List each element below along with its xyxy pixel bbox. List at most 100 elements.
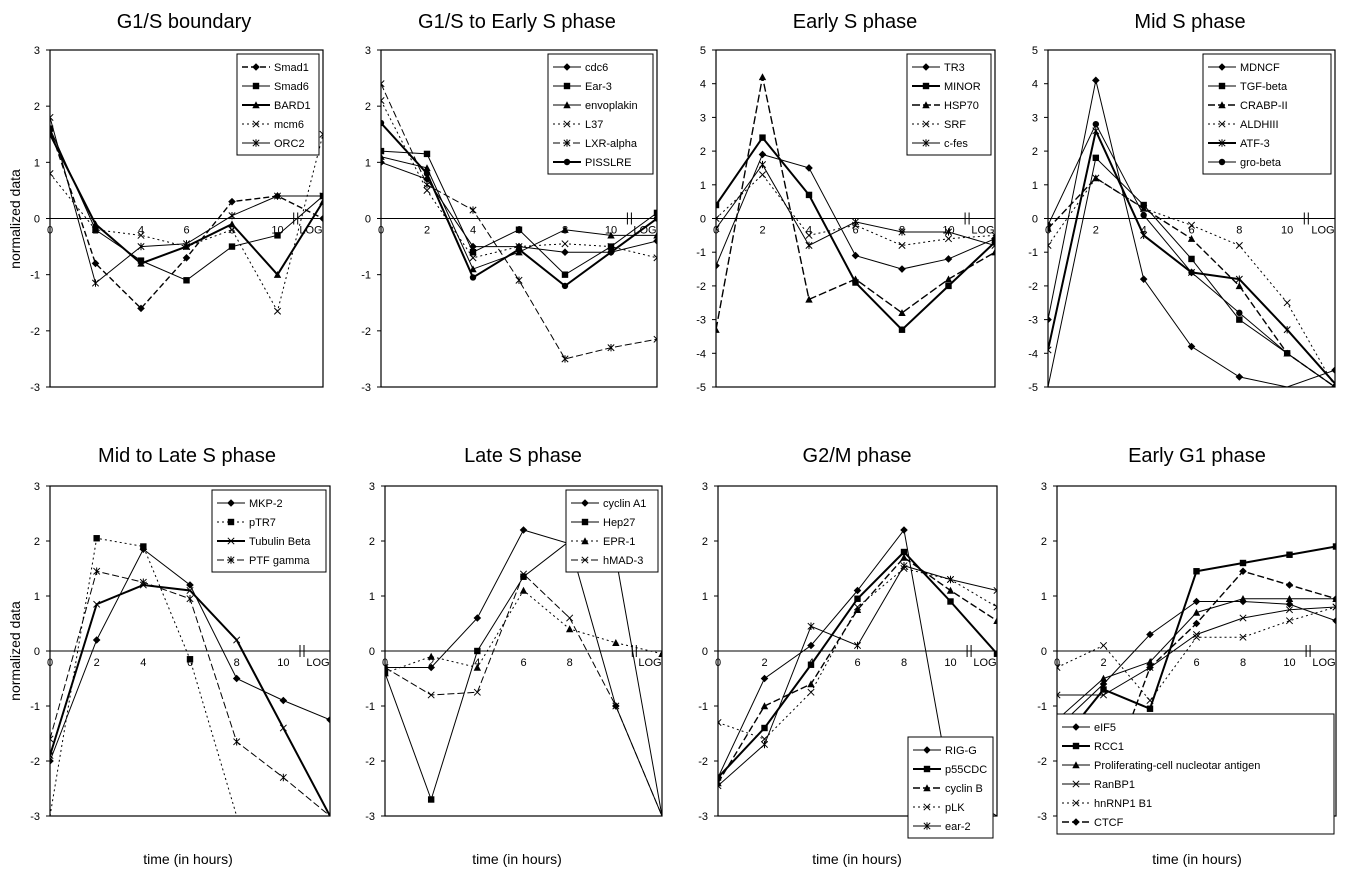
legend-marker	[252, 63, 260, 71]
y-tick-label: 2	[702, 536, 708, 548]
y-tick-label: -1	[698, 701, 708, 713]
data-point	[653, 209, 657, 217]
data-point	[93, 600, 101, 608]
data-point	[1285, 617, 1294, 625]
legend-marker	[923, 746, 931, 754]
panel-5: Mid to Late S phase -3 -2 -1 0 1 2 3 0 2 4 6 8 10 LOG M…	[30, 445, 331, 823]
data-point	[469, 242, 477, 251]
data-point	[946, 575, 955, 584]
y-tick-label: 0	[34, 214, 40, 226]
axis-break-mark	[626, 212, 632, 225]
data-point	[1099, 674, 1108, 682]
panel-title: Early G1 phase	[1128, 445, 1266, 467]
data-point	[385, 663, 389, 672]
data-point	[228, 243, 236, 250]
legend-label: gro-beta	[1240, 157, 1282, 169]
data-point	[1140, 211, 1147, 219]
legend-label: BARD1	[274, 100, 311, 112]
data-point	[469, 274, 477, 281]
data-point	[186, 586, 194, 595]
x-tick-label: 10	[605, 225, 617, 237]
legend-marker	[1218, 120, 1226, 128]
legend-label: c-fes	[944, 138, 968, 150]
y-tick-label: -1	[361, 270, 371, 282]
panel-title: Early S phase	[793, 11, 918, 33]
x-tick-label: 8	[901, 657, 907, 669]
data-point	[1235, 373, 1244, 381]
data-point	[279, 773, 287, 782]
data-point	[1048, 315, 1052, 324]
data-point	[273, 270, 282, 278]
data-point	[716, 261, 720, 270]
data-point	[385, 663, 389, 672]
x-tick-label: 6	[854, 657, 860, 669]
y-tick-label: -3	[698, 811, 708, 823]
data-point	[182, 254, 191, 262]
legend-marker	[563, 63, 571, 71]
legend-label: LXR-alpha	[585, 138, 638, 150]
data-point	[898, 309, 906, 317]
panel-1: G1/S boundary-3-2-101230246810LOGSmad1Sm…	[30, 11, 324, 394]
data-point	[946, 586, 955, 594]
data-point	[716, 201, 720, 209]
data-point	[423, 175, 431, 183]
y-tick-label: 1	[369, 591, 375, 603]
legend-marker	[563, 82, 571, 90]
data-point	[565, 625, 574, 633]
data-point	[993, 586, 997, 595]
data-point	[423, 150, 431, 158]
data-point	[50, 757, 54, 765]
legend-marker	[581, 556, 589, 564]
y-tick-label: -3	[1028, 315, 1038, 327]
x-tick-label: LOG	[1312, 657, 1335, 669]
data-point	[137, 231, 145, 239]
data-point	[853, 641, 862, 650]
y-tick-label: -2	[696, 281, 706, 293]
data-point	[228, 220, 236, 228]
data-point	[1187, 221, 1196, 229]
legend-label: MINOR	[944, 81, 981, 93]
series-line	[1048, 177, 1335, 387]
legend-box	[907, 736, 994, 839]
legend-label: PTF gamma	[249, 555, 310, 567]
data-point	[807, 688, 815, 696]
series-group	[1048, 76, 1335, 387]
panel-2: G1/S to Early S phase-3-2-101230246810LO…	[361, 11, 658, 394]
data-point	[1048, 241, 1052, 250]
x-tick-label: 2	[759, 225, 765, 237]
data-point	[228, 197, 236, 206]
x-tick-label: 2	[428, 657, 434, 669]
legend-box	[1202, 53, 1332, 175]
data-point	[760, 735, 769, 743]
data-point	[319, 214, 323, 223]
series-line	[50, 134, 323, 313]
y-tick-label: 0	[369, 646, 375, 658]
x-axis-title: time (in hours)	[812, 851, 901, 867]
x-tick-label: 2	[94, 657, 100, 669]
data-point	[898, 241, 906, 250]
legend-marker	[563, 139, 571, 147]
data-point	[186, 656, 194, 663]
legend-label: cdc6	[585, 62, 608, 74]
data-point	[658, 650, 662, 657]
data-point	[91, 279, 100, 287]
legend-label: cyclin A1	[603, 498, 646, 510]
legend: MKP-2 pTR7 Tubulin Beta PTF gamma	[211, 489, 327, 573]
x-tick-label: 6	[852, 225, 858, 237]
legend-label: L37	[585, 119, 603, 131]
data-point	[183, 277, 190, 284]
series-line	[50, 548, 330, 762]
x-tick-label: 8	[229, 225, 235, 237]
data-point	[93, 567, 101, 575]
data-point	[1192, 630, 1201, 639]
x-tick-label: 2	[1093, 225, 1099, 237]
y-tick-label: -1	[365, 701, 375, 713]
y-tick-label: 5	[700, 45, 706, 57]
y-tick-label: -2	[30, 326, 40, 338]
data-point	[381, 80, 385, 88]
data-point	[228, 226, 236, 234]
x-tick-label: 10	[277, 657, 289, 669]
legend-marker	[923, 784, 931, 792]
